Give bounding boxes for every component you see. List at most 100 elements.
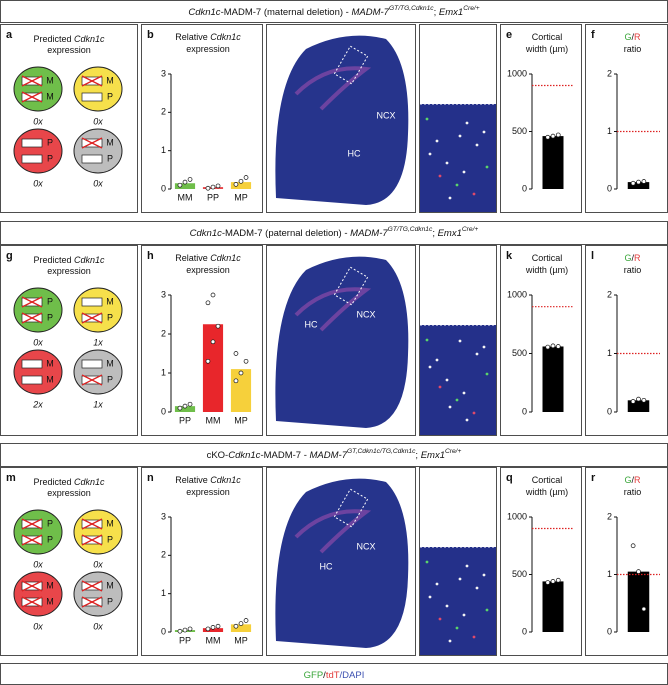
text-segment: Emx1: [438, 228, 462, 239]
panel-letter: p: [425, 472, 432, 484]
panel-zoom: p: [419, 467, 497, 656]
panel-letter: b: [147, 29, 154, 41]
cell: [445, 604, 449, 608]
panel-letter: m: [6, 472, 16, 484]
deletion-cross: [81, 580, 103, 592]
text-segment: Cdkn1c: [190, 228, 222, 239]
allele-label: M: [106, 296, 114, 306]
data-point: [210, 339, 216, 345]
expression-caption: 0x: [93, 621, 103, 631]
allele-label: M: [106, 137, 114, 147]
cell: [448, 196, 452, 200]
expression-caption: 0x: [93, 116, 103, 126]
panel-letter: d: [425, 29, 432, 41]
expression-caption: 1x: [93, 399, 103, 409]
zoom-outline: [333, 266, 369, 306]
text-segment: G: [624, 32, 631, 42]
panel-box: [141, 467, 263, 656]
text-segment: expression: [186, 487, 230, 497]
bar: [202, 628, 224, 632]
deletion-cross: [21, 75, 43, 87]
panel-box: [0, 467, 138, 656]
rich-text: G/R: [624, 253, 641, 263]
deletion-cross: [81, 534, 103, 546]
expression-caption: 0x: [33, 621, 43, 631]
rich-text: Relative Cdkn1c: [175, 32, 241, 42]
x-tick-label: PP: [179, 415, 191, 425]
text-segment: G: [624, 253, 631, 263]
bar: [542, 346, 564, 412]
panel-letter: c: [272, 29, 278, 41]
data-point: [243, 618, 249, 623]
panel-letter: k: [506, 250, 513, 262]
region-label: NCX: [356, 309, 375, 319]
data-point: [233, 182, 239, 187]
text-segment: Cdkn1c: [210, 475, 241, 485]
data-point: [210, 292, 216, 298]
panel-box: [141, 24, 263, 213]
y-tick-label: 2: [607, 511, 612, 521]
text-segment: Emx1: [439, 7, 463, 18]
data-point: [233, 623, 239, 629]
text-segment: GT,Cdkn1c/TG,Cdkn1c: [347, 448, 416, 455]
allele-label: M: [46, 580, 54, 590]
y-tick-label: 1000: [507, 511, 527, 521]
cell: [435, 582, 439, 586]
data-point: [238, 370, 244, 376]
text-segment: /: [632, 253, 635, 263]
cell: [485, 608, 489, 612]
expression-caption: 0x: [33, 559, 43, 569]
y-tick-label: 500: [512, 348, 527, 358]
cell: [425, 560, 429, 564]
panel-expression: n Relative Cdkn1c expression 0 1 2 3 PP MM MP: [141, 467, 263, 656]
panel-width: q Cortical width (µm) 0 500 1000: [500, 467, 582, 656]
cell: [435, 139, 439, 143]
data-point: [177, 182, 183, 188]
rich-text: Relative Cdkn1c: [175, 253, 241, 263]
data-point: [205, 300, 211, 306]
panel-box: [419, 245, 497, 436]
cell: [448, 639, 452, 643]
data-point: [205, 185, 211, 191]
cell: [438, 174, 442, 178]
panel-width: e Cortical width (µm) 0 500 1000: [500, 24, 582, 213]
cell: [458, 577, 462, 581]
panel-zoom: d: [419, 24, 497, 213]
panel-letter: f: [591, 29, 595, 41]
text-segment: Cortical: [532, 32, 563, 42]
data-point: [177, 628, 183, 634]
y-tick-label: 1: [607, 126, 612, 136]
cell: [435, 358, 439, 362]
text-segment: R: [634, 475, 641, 485]
bar: [627, 182, 650, 189]
y-tick-label: 2: [161, 107, 166, 117]
deletion-cross: [81, 75, 103, 87]
y-tick-label: 0: [607, 626, 612, 636]
rich-text: ratio: [624, 44, 642, 54]
cell: [458, 339, 462, 343]
y-tick-label: 1000: [507, 68, 527, 78]
cell: [445, 378, 449, 382]
hippocampus: [294, 66, 372, 111]
text-segment: Cdkn1c: [188, 7, 220, 18]
rich-text: ratio: [624, 265, 642, 275]
cortex-zoom: [420, 104, 496, 212]
y-tick-label: 1: [161, 367, 166, 377]
allele-label: P: [47, 312, 53, 322]
panel-letter: o: [272, 472, 279, 484]
allele: [81, 359, 103, 369]
cell: [428, 152, 432, 156]
cell: [482, 573, 486, 577]
data-point: [636, 396, 641, 402]
panel-image: HC NCX o: [266, 467, 416, 656]
text-segment: Cre/+: [462, 226, 479, 233]
cell: [445, 161, 449, 165]
data-point: [550, 579, 556, 584]
rich-text: ratio: [624, 487, 642, 497]
cell: [462, 613, 466, 617]
data-point: [187, 177, 193, 182]
cell: [472, 635, 476, 639]
text-segment: /: [632, 32, 635, 42]
allele: [81, 154, 103, 164]
panel-expression: h Relative Cdkn1c expression 0 1 2 3 PP MM MP: [141, 245, 263, 436]
